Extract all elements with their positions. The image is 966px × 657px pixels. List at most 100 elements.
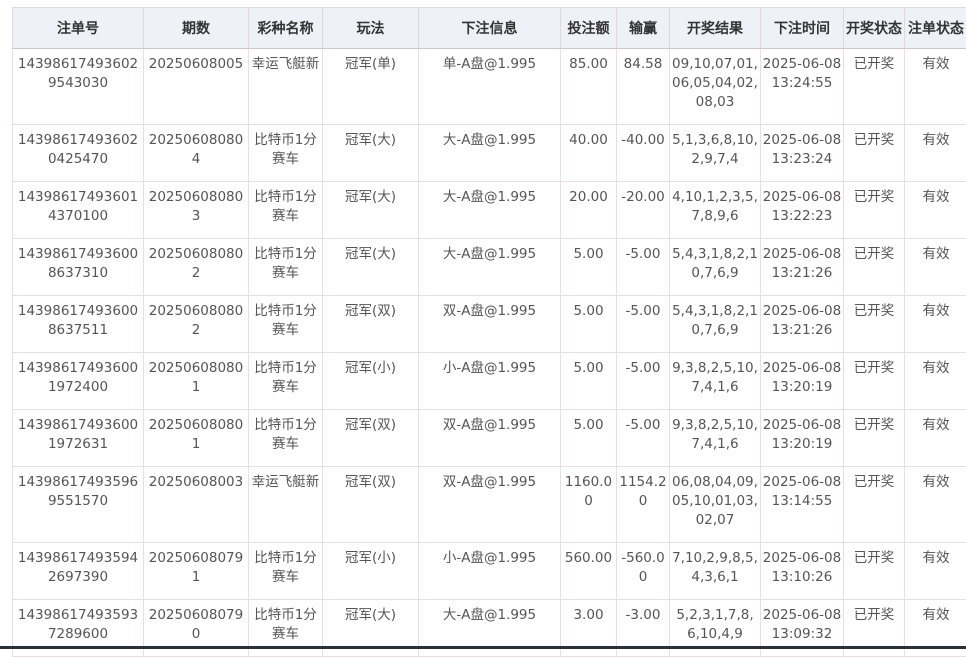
cell-order-id: 143986174935969551570 (13, 467, 144, 543)
cell-period: 202506080801 (144, 410, 249, 467)
cell-order-id: 143986174936029543030 (13, 49, 144, 125)
cell-win-loss: -5.00 (617, 296, 670, 353)
cell-draw-result: 5,1,3,6,8,10,2,9,7,4 (670, 125, 761, 182)
cell-order-id: 143986174936020425470 (13, 125, 144, 182)
cell-order-status: 有效 (905, 296, 966, 353)
cell-lottery-name: 比特币1分赛车 (249, 182, 323, 239)
cell-lottery-name: 幸运飞艇新 (249, 467, 323, 543)
cell-draw-status: 已开奖 (844, 182, 905, 239)
cell-bet-time: 2025-06-08 13:20:19 (761, 410, 844, 467)
column-header-draw-result: 开奖结果 (670, 8, 761, 49)
cell-draw-status: 已开奖 (844, 125, 905, 182)
cell-play-type: 冠军(小) (323, 353, 419, 410)
cell-order-id: 143986174936001972631 (13, 410, 144, 467)
cell-bet-amount: 20.00 (561, 182, 617, 239)
cell-bet-time: 2025-06-08 13:22:23 (761, 182, 844, 239)
cell-bet-time: 2025-06-08 13:14:55 (761, 467, 844, 543)
cell-draw-result: 7,10,2,9,8,5,4,3,6,1 (670, 543, 761, 600)
cell-bet-time: 2025-06-08 13:21:26 (761, 239, 844, 296)
cell-period: 20250608005 (144, 49, 249, 125)
column-header-order-id: 注单号 (13, 8, 144, 49)
cell-bet-info: 大-A盘@1.995 (419, 182, 561, 239)
column-header-lottery-name: 彩种名称 (249, 8, 323, 49)
cell-order-status: 有效 (905, 49, 966, 125)
cell-order-status: 有效 (905, 353, 966, 410)
cell-order-id: 143986174936001972400 (13, 353, 144, 410)
cell-order-status: 有效 (905, 182, 966, 239)
cell-bet-info: 小-A盘@1.995 (419, 543, 561, 600)
cell-bet-amount: 5.00 (561, 353, 617, 410)
cell-period: 202506080791 (144, 543, 249, 600)
cell-period: 202506080801 (144, 353, 249, 410)
cell-order-status: 有效 (905, 239, 966, 296)
cell-draw-status: 已开奖 (844, 49, 905, 125)
cell-bet-time: 2025-06-08 13:10:26 (761, 543, 844, 600)
cell-period: 202506080804 (144, 125, 249, 182)
cell-win-loss: -20.00 (617, 182, 670, 239)
cell-draw-result: 5,4,3,1,8,2,10,7,6,9 (670, 296, 761, 353)
cell-bet-info: 双-A盘@1.995 (419, 410, 561, 467)
cell-lottery-name: 比特币1分赛车 (249, 353, 323, 410)
cell-win-loss: 1154.20 (617, 467, 670, 543)
cell-play-type: 冠军(大) (323, 182, 419, 239)
column-header-bet-time: 下注时间 (761, 8, 844, 49)
cell-draw-status: 已开奖 (844, 239, 905, 296)
cell-draw-result: 09,10,07,01,06,05,04,02,08,03 (670, 49, 761, 125)
cell-draw-result: 06,08,04,09,05,10,01,03,02,07 (670, 467, 761, 543)
cell-draw-status: 已开奖 (844, 543, 905, 600)
cell-bet-amount: 5.00 (561, 239, 617, 296)
cell-draw-status: 已开奖 (844, 410, 905, 467)
bet-records-table-container: 注单号期数彩种名称玩法下注信息投注额输赢开奖结果下注时间开奖状态注单状态 143… (12, 7, 966, 657)
cell-bet-amount: 5.00 (561, 296, 617, 353)
cell-bet-amount: 40.00 (561, 125, 617, 182)
cell-bet-info: 单-A盘@1.995 (419, 49, 561, 125)
cell-bet-amount: 5.00 (561, 410, 617, 467)
cell-lottery-name: 幸运飞艇新 (249, 49, 323, 125)
cell-lottery-name: 比特币1分赛车 (249, 239, 323, 296)
cell-order-id: 143986174936008637310 (13, 239, 144, 296)
column-header-win-loss: 输赢 (617, 8, 670, 49)
cell-bet-amount: 560.00 (561, 543, 617, 600)
cell-draw-status: 已开奖 (844, 296, 905, 353)
cell-bet-info: 双-A盘@1.995 (419, 296, 561, 353)
cell-win-loss: -560.00 (617, 543, 670, 600)
cell-order-id: 143986174936008637511 (13, 296, 144, 353)
column-header-play-type: 玩法 (323, 8, 419, 49)
cell-period: 202506080802 (144, 296, 249, 353)
cell-play-type: 冠军(双) (323, 467, 419, 543)
cell-lottery-name: 比特币1分赛车 (249, 296, 323, 353)
cell-order-status: 有效 (905, 125, 966, 182)
cell-win-loss: -5.00 (617, 410, 670, 467)
column-header-period: 期数 (144, 8, 249, 49)
cell-bet-info: 双-A盘@1.995 (419, 467, 561, 543)
cell-order-status: 有效 (905, 467, 966, 543)
cell-play-type: 冠军(小) (323, 543, 419, 600)
cell-play-type: 冠军(双) (323, 296, 419, 353)
cell-win-loss: -5.00 (617, 353, 670, 410)
column-header-bet-info: 下注信息 (419, 8, 561, 49)
cell-bet-time: 2025-06-08 13:20:19 (761, 353, 844, 410)
cell-win-loss: -40.00 (617, 125, 670, 182)
cell-bet-info: 大-A盘@1.995 (419, 125, 561, 182)
cell-bet-amount: 1160.00 (561, 467, 617, 543)
cell-bet-time: 2025-06-08 13:21:26 (761, 296, 844, 353)
cell-play-type: 冠军(单) (323, 49, 419, 125)
cell-draw-result: 9,3,8,2,5,10,7,4,1,6 (670, 410, 761, 467)
cell-bet-info: 大-A盘@1.995 (419, 239, 561, 296)
cell-play-type: 冠军(双) (323, 410, 419, 467)
cell-period: 202506080802 (144, 239, 249, 296)
cell-play-type: 冠军(大) (323, 239, 419, 296)
bet-records-table: 注单号期数彩种名称玩法下注信息投注额输赢开奖结果下注时间开奖状态注单状态 143… (12, 7, 966, 657)
cell-lottery-name: 比特币1分赛车 (249, 410, 323, 467)
cell-play-type: 冠军(大) (323, 125, 419, 182)
column-header-order-status: 注单状态 (905, 8, 966, 49)
column-header-draw-status: 开奖状态 (844, 8, 905, 49)
